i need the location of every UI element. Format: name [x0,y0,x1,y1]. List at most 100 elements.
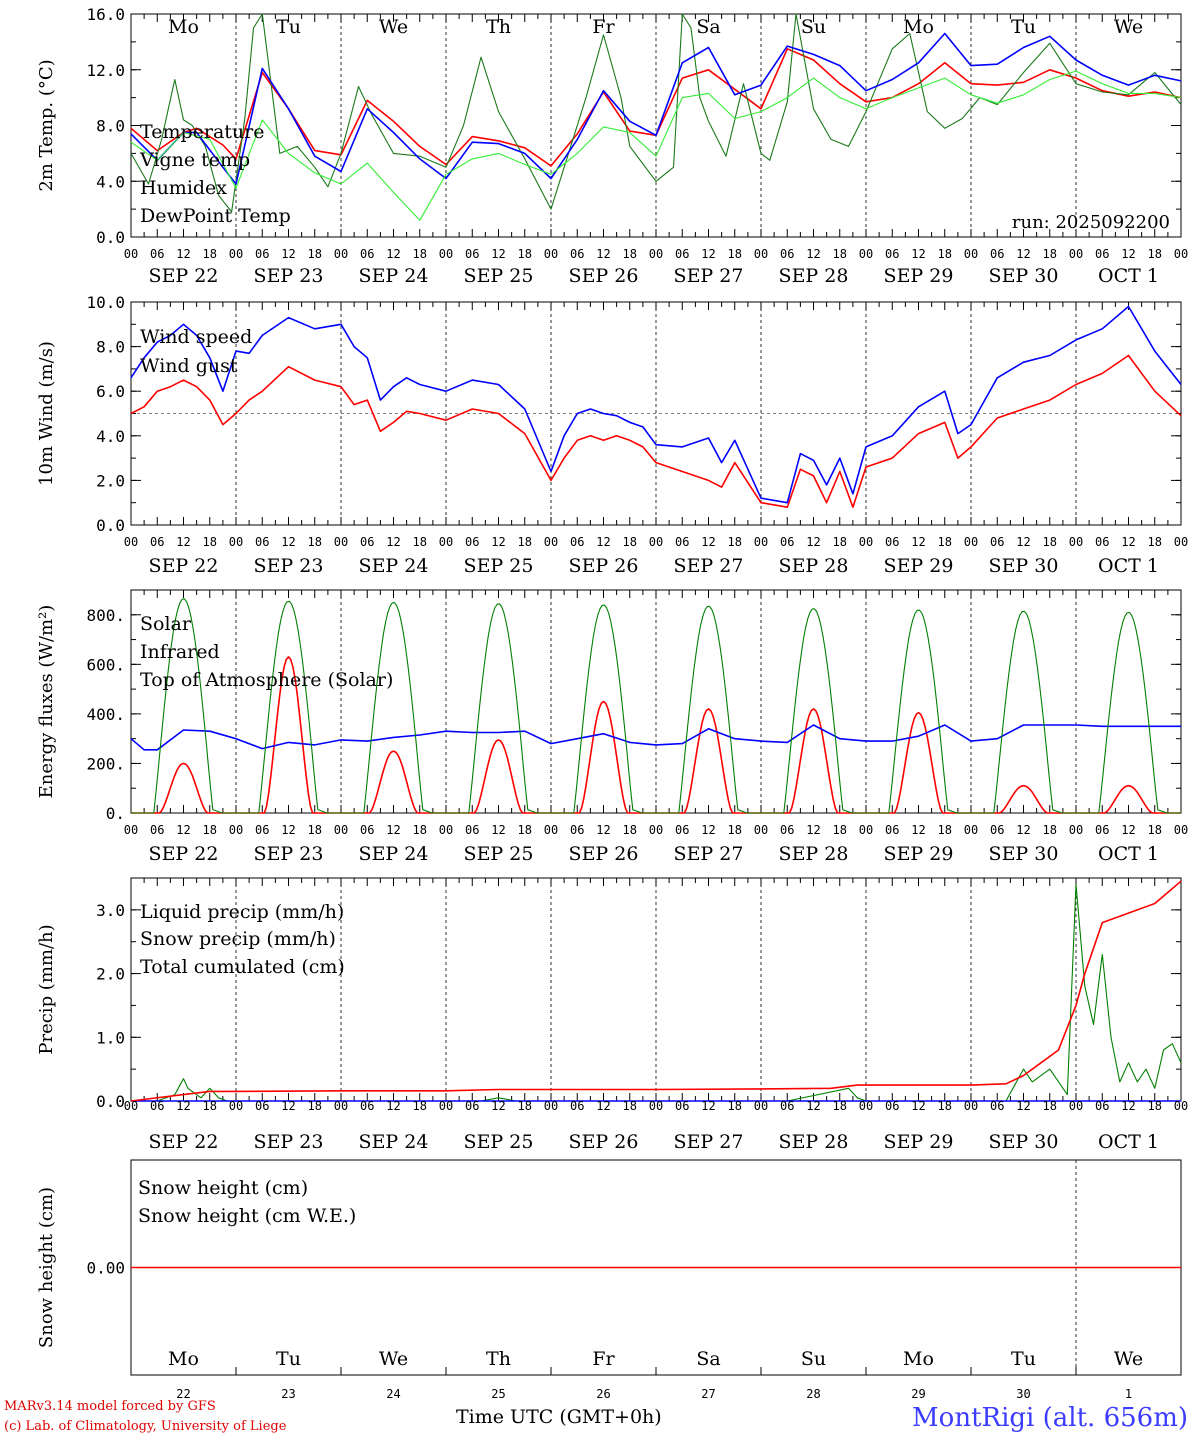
y-axis-label-energy: Energy fluxes (W/m²) [36,605,57,799]
hour-label: 12 [596,823,610,837]
date-label: OCT 1 [1098,265,1159,287]
day-number-label: 28 [806,1387,820,1401]
hour-label: 12 [596,535,610,549]
hour-label: 00 [1069,1099,1083,1113]
hour-label: 18 [308,535,322,549]
legend-dewpoint-temp: DewPoint Temp [140,205,291,227]
hour-label: 18 [203,1099,217,1113]
date-label: SEP 27 [674,843,744,865]
hour-label: 12 [701,823,715,837]
weekday-label: Tu [1011,1348,1036,1370]
hour-label: 00 [229,823,243,837]
day-number-label: 30 [1016,1387,1030,1401]
hour-label: 06 [255,247,269,261]
hour-label: 12 [596,1099,610,1113]
y-tick-label: 1.0 [96,1028,125,1047]
y-tick-label: 600. [86,655,125,674]
date-label: SEP 25 [464,555,534,577]
weekday-label: Tu [276,16,301,38]
hour-label: 12 [806,247,820,261]
hour-label: 00 [544,535,558,549]
y-tick-label: 4.0 [96,172,125,191]
hour-label: 18 [203,823,217,837]
weekday-label: Sa [696,1348,720,1370]
legend-infrared: Infrared [140,641,220,663]
hour-label: 18 [938,823,952,837]
hour-label: 12 [176,535,190,549]
date-label: SEP 24 [359,1131,429,1153]
hour-label: 12 [281,535,295,549]
hour-label: 06 [1095,247,1109,261]
hour-label: 06 [255,823,269,837]
date-label: SEP 26 [569,265,639,287]
legend-humidex: Humidex [140,177,227,199]
hour-label: 06 [360,535,374,549]
hour-label: 18 [308,823,322,837]
weekday-label: Su [801,16,826,38]
hour-label: 00 [1069,823,1083,837]
hour-label: 12 [176,247,190,261]
station-title: MontRigi (alt. 656m) [912,1403,1188,1433]
panel-temp [130,13,1182,238]
hour-label: 18 [413,247,427,261]
hour-label: 06 [1095,823,1109,837]
hour-label: 18 [413,823,427,837]
date-label: SEP 29 [884,843,954,865]
hour-label: 06 [465,535,479,549]
weekday-label: Mo [903,16,934,38]
day-number-label: 23 [281,1387,295,1401]
hour-label: 00 [544,1099,558,1113]
date-label: SEP 30 [989,265,1059,287]
weekday-label: Mo [903,1348,934,1370]
day-number-label: 1 [1125,1387,1132,1401]
legend-top-of-atmosphere-solar: Top of Atmosphere (Solar) [140,669,393,691]
hour-label: 18 [623,535,637,549]
y-axis-label-temp: 2m Temp. (°C) [36,59,57,191]
hour-label: 18 [833,535,847,549]
hour-label: 06 [990,823,1004,837]
date-label: SEP 23 [254,1131,324,1153]
hour-label: 12 [281,1099,295,1113]
y-tick-label: 3.0 [96,901,125,920]
hour-label: 12 [491,535,505,549]
y-tick-label: 0.00 [86,1259,125,1278]
panel-wind [130,301,1182,526]
weekday-label: We [379,16,408,38]
hour-label: 18 [728,535,742,549]
y-tick-label: 16.0 [86,5,125,24]
day-number-label: 26 [596,1387,610,1401]
hour-label: 12 [176,823,190,837]
run-label: run: 2025092200 [1012,212,1170,233]
hour-label: 12 [596,247,610,261]
hour-label: 00 [964,247,978,261]
hour-label: 00 [754,535,768,549]
hour-label: 12 [386,823,400,837]
hour-label: 06 [885,823,899,837]
series-dewpoint-temp [130,70,1182,221]
hour-label: 06 [465,1099,479,1113]
hour-label: 18 [1043,535,1057,549]
hour-label: 06 [780,1099,794,1113]
legend-total-cumulated-cm: Total cumulated (cm) [140,956,345,978]
date-label: SEP 22 [149,1131,219,1153]
hour-label: 06 [990,1099,1004,1113]
hour-label: 18 [1043,247,1057,261]
hour-label: 18 [1043,1099,1057,1113]
hour-label: 18 [728,823,742,837]
hour-label: 18 [308,1099,322,1113]
day-number-label: 29 [911,1387,925,1401]
hour-label: 00 [649,535,663,549]
hour-label: 12 [911,247,925,261]
date-label: SEP 26 [569,1131,639,1153]
legend-snow-height-cm: Snow height (cm) [138,1177,308,1199]
weekday-label: Th [486,1348,511,1370]
panel-energy [130,589,1182,814]
series-total-cumulated-cm [130,880,1182,1102]
hour-label: 00 [649,1099,663,1113]
hour-label: 12 [281,247,295,261]
hour-label: 06 [150,535,164,549]
weekday-label: Mo [168,1348,199,1370]
series-vigne-temp [130,13,1182,213]
hour-label: 12 [911,823,925,837]
y-tick-label: 0. [106,804,125,823]
